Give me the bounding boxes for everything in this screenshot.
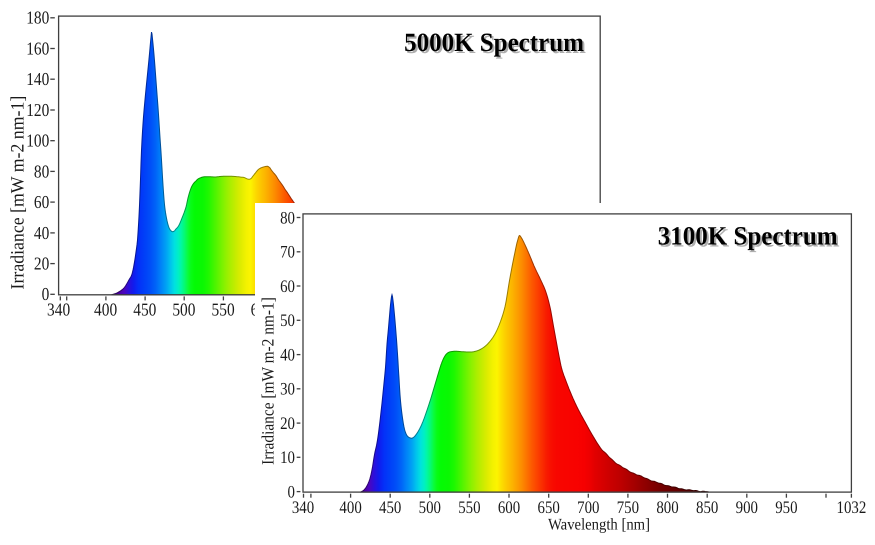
svg-text:500: 500 xyxy=(419,499,441,518)
svg-text:160: 160 xyxy=(26,39,49,59)
svg-text:500: 500 xyxy=(172,300,195,320)
svg-text:140: 140 xyxy=(26,70,49,90)
svg-text:550: 550 xyxy=(458,499,480,518)
svg-text:120: 120 xyxy=(26,101,49,121)
svg-text:Irradiance [mW m-2 nm-1]: Irradiance [mW m-2 nm-1] xyxy=(259,297,278,465)
svg-text:Irradiance [mW m-2 nm-1]: Irradiance [mW m-2 nm-1] xyxy=(7,96,28,290)
svg-text:20: 20 xyxy=(280,415,295,434)
svg-text:40: 40 xyxy=(34,223,50,243)
svg-text:0: 0 xyxy=(288,483,295,502)
svg-text:900: 900 xyxy=(736,499,758,518)
svg-text:700: 700 xyxy=(577,499,599,518)
svg-text:20: 20 xyxy=(34,254,50,274)
svg-text:800: 800 xyxy=(656,499,678,518)
svg-text:30: 30 xyxy=(280,381,295,400)
svg-text:5000K Spectrum: 5000K Spectrum xyxy=(404,29,584,57)
svg-text:10: 10 xyxy=(280,449,295,468)
svg-text:340: 340 xyxy=(47,300,70,320)
svg-text:50: 50 xyxy=(280,312,295,331)
svg-text:60: 60 xyxy=(34,193,50,213)
svg-text:950: 950 xyxy=(775,499,797,518)
svg-text:180: 180 xyxy=(26,8,49,28)
svg-text:400: 400 xyxy=(339,499,361,518)
svg-text:400: 400 xyxy=(94,300,117,320)
svg-text:450: 450 xyxy=(133,300,156,320)
svg-text:450: 450 xyxy=(379,499,401,518)
svg-text:550: 550 xyxy=(212,300,235,320)
svg-text:3100K Spectrum: 3100K Spectrum xyxy=(658,222,838,250)
svg-text:850: 850 xyxy=(696,499,718,518)
svg-text:750: 750 xyxy=(617,499,639,518)
svg-text:5000K Spectrum: 5000K Spectrum xyxy=(406,31,586,59)
svg-text:0: 0 xyxy=(42,285,50,305)
svg-text:80: 80 xyxy=(280,209,295,228)
svg-text:80: 80 xyxy=(34,162,50,182)
svg-text:Wavelength [nm]: Wavelength [nm] xyxy=(548,516,650,534)
svg-text:650: 650 xyxy=(538,499,560,518)
svg-text:1032: 1032 xyxy=(837,499,867,518)
svg-text:100: 100 xyxy=(26,131,49,151)
svg-text:40: 40 xyxy=(280,346,295,365)
svg-text:600: 600 xyxy=(498,499,520,518)
svg-text:3100K Spectrum: 3100K Spectrum xyxy=(660,224,840,252)
svg-text:60: 60 xyxy=(280,278,295,297)
svg-text:340: 340 xyxy=(292,499,314,518)
svg-text:70: 70 xyxy=(280,244,295,263)
